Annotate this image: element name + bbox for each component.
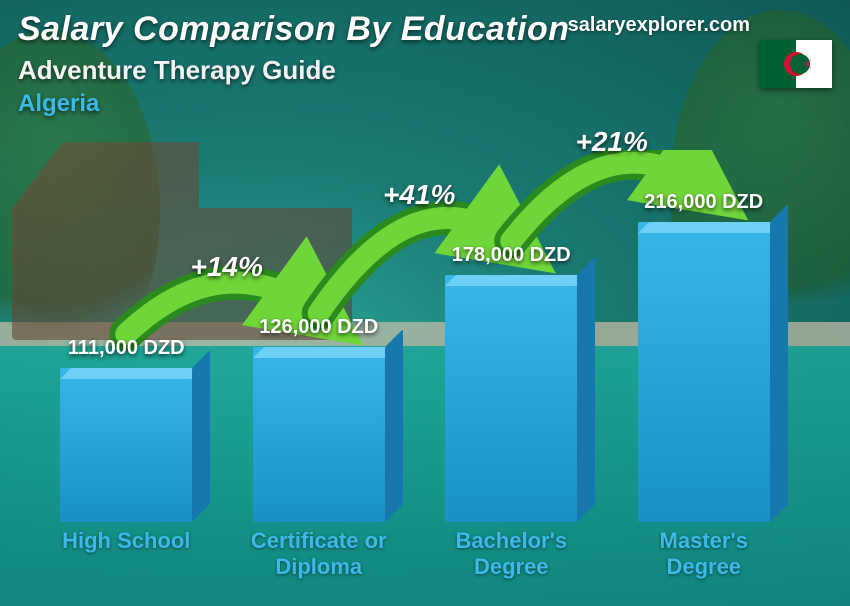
flag-emblem <box>760 40 832 88</box>
category-label: High School <box>38 528 214 578</box>
category-label: Certificate orDiploma <box>231 528 407 578</box>
page-subtitle: Adventure Therapy Guide <box>18 55 832 86</box>
bar-master-s-degree: 216,000 DZD <box>616 191 792 522</box>
bar-shape <box>638 222 770 522</box>
bar-value-label: 216,000 DZD <box>644 191 763 214</box>
bar-value-label: 111,000 DZD <box>68 337 185 360</box>
infographic-canvas: Salary Comparison By Education Adventure… <box>0 0 850 606</box>
bar-high-school: 111,000 DZD <box>38 337 214 522</box>
country-label: Algeria <box>18 90 832 118</box>
bar-shape <box>60 368 192 522</box>
bar-certificate-or-diploma: 126,000 DZD <box>231 316 407 522</box>
country-flag <box>760 40 832 88</box>
increase-label: +21% <box>576 126 648 158</box>
salary-bar-chart: 111,000 DZD 126,000 DZD 178,000 DZD 216,000… <box>30 150 800 578</box>
brand-name: salaryexplorer <box>568 14 704 36</box>
category-labels: High School Certificate orDiploma Bachelor… <box>30 528 800 578</box>
brand-watermark: salaryexplorer.com <box>568 14 750 37</box>
bar-bachelor-s-degree: 178,000 DZD <box>423 244 599 522</box>
category-label: Master'sDegree <box>616 528 792 578</box>
bar-value-label: 178,000 DZD <box>452 244 571 267</box>
bar-shape <box>445 275 577 522</box>
bar-value-label: 126,000 DZD <box>259 316 378 339</box>
brand-domain: .com <box>703 14 750 36</box>
bar-shape <box>253 347 385 522</box>
increase-label: +41% <box>383 179 455 211</box>
increase-label: +14% <box>191 251 263 283</box>
category-label: Bachelor'sDegree <box>423 528 599 578</box>
